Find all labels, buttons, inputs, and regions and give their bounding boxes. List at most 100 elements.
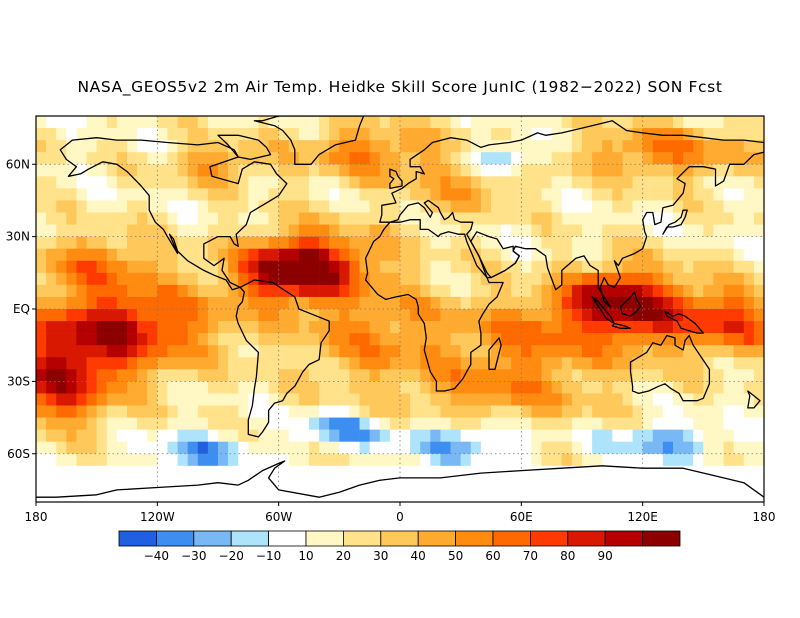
- skill-cell: [96, 441, 108, 455]
- skill-cell: [268, 357, 279, 370]
- skill-cell: [137, 405, 148, 418]
- skill-cell: [319, 248, 330, 262]
- skill-cell: [349, 429, 360, 442]
- skill-cell: [440, 116, 451, 129]
- skill-cell: [410, 321, 421, 334]
- skill-cell: [238, 164, 249, 177]
- skill-cell: [187, 309, 199, 322]
- skill-cell: [187, 369, 199, 382]
- skill-cell: [400, 296, 411, 310]
- skill-cell: [298, 477, 310, 491]
- skill-cell: [501, 357, 512, 370]
- skill-cell: [207, 417, 219, 430]
- skill-cell: [278, 477, 290, 491]
- skill-cell: [187, 429, 199, 442]
- skill-cell: [56, 405, 67, 418]
- skill-cell: [309, 152, 320, 165]
- skill-cell: [46, 405, 57, 418]
- skill-cell: [673, 296, 684, 310]
- skill-cell: [197, 465, 209, 479]
- skill-cell: [683, 260, 694, 274]
- coastline-madagascar: [488, 337, 502, 370]
- skill-cell: [491, 248, 502, 262]
- skill-cell: [116, 260, 128, 274]
- skill-cell: [551, 200, 563, 213]
- skill-cell: [693, 140, 704, 153]
- skill-cell: [713, 176, 724, 189]
- skill-cell: [298, 176, 310, 189]
- skill-cell: [106, 284, 118, 298]
- skill-cell: [450, 321, 461, 334]
- skill-cell: [652, 381, 664, 394]
- skill-cell: [228, 140, 239, 153]
- skill-cell: [632, 212, 643, 225]
- skill-cell: [339, 357, 350, 370]
- skill-cell: [339, 477, 350, 491]
- skill-cell: [349, 345, 360, 358]
- skill-cell: [197, 164, 209, 177]
- skill-cell: [258, 393, 269, 406]
- skill-cell: [430, 345, 441, 358]
- skill-cell: [96, 429, 108, 442]
- skill-cell: [622, 381, 633, 394]
- skill-cell: [369, 309, 381, 322]
- skill-cell: [420, 465, 431, 479]
- skill-cell: [228, 345, 239, 358]
- skill-cell: [713, 248, 724, 262]
- skill-cell: [86, 465, 97, 479]
- skill-cell: [147, 224, 158, 237]
- skill-cell: [602, 212, 613, 225]
- skill-cell: [470, 441, 482, 455]
- skill-cell: [137, 176, 148, 189]
- skill-cell: [662, 248, 674, 262]
- skill-cell: [116, 321, 128, 334]
- skill-cell: [137, 369, 148, 382]
- skill-cell: [288, 248, 300, 262]
- skill-cell: [622, 260, 633, 274]
- skill-cell: [278, 128, 290, 141]
- skill-cell: [116, 248, 128, 262]
- skill-cell: [349, 333, 360, 346]
- skill-cell: [470, 369, 482, 382]
- skill-cell: [116, 333, 128, 346]
- skill-cell: [339, 369, 350, 382]
- skill-cell: [480, 465, 492, 479]
- skill-cell: [673, 417, 684, 430]
- skill-cell: [743, 296, 755, 310]
- skill-cell: [329, 429, 340, 442]
- skill-cell: [622, 284, 633, 298]
- skill-cell: [683, 405, 694, 418]
- skill-cell: [389, 224, 401, 237]
- skill-cell: [197, 152, 209, 165]
- skill-cell: [329, 345, 340, 358]
- skill-cell: [511, 140, 522, 153]
- skill-cell: [541, 309, 552, 322]
- skill-cell: [662, 309, 674, 322]
- skill-cell: [713, 393, 724, 406]
- skill-cell: [56, 296, 67, 310]
- skill-cell: [521, 405, 532, 418]
- skill-cell: [753, 429, 764, 442]
- skill-cell: [440, 393, 451, 406]
- skill-cell: [248, 453, 259, 467]
- skill-cell: [187, 224, 199, 237]
- skill-cell: [582, 116, 593, 129]
- skill-cell: [197, 296, 209, 310]
- skill-cell: [652, 188, 664, 201]
- colorbar-swatch: [118, 530, 157, 547]
- skill-cell: [673, 441, 684, 455]
- skill-cell: [207, 333, 219, 346]
- skill-cell: [662, 369, 674, 382]
- skill-cell: [683, 345, 694, 358]
- lon-tick-label: 180: [25, 510, 48, 524]
- skill-cell: [248, 164, 259, 177]
- skill-cell: [511, 345, 522, 358]
- skill-cell: [480, 116, 492, 129]
- skill-cell: [521, 260, 532, 274]
- skill-cell: [187, 140, 199, 153]
- skill-cell: [652, 116, 664, 129]
- skill-cell: [622, 236, 633, 249]
- skill-cell: [339, 188, 350, 201]
- skill-cell: [703, 236, 714, 249]
- skill-cell: [278, 248, 290, 262]
